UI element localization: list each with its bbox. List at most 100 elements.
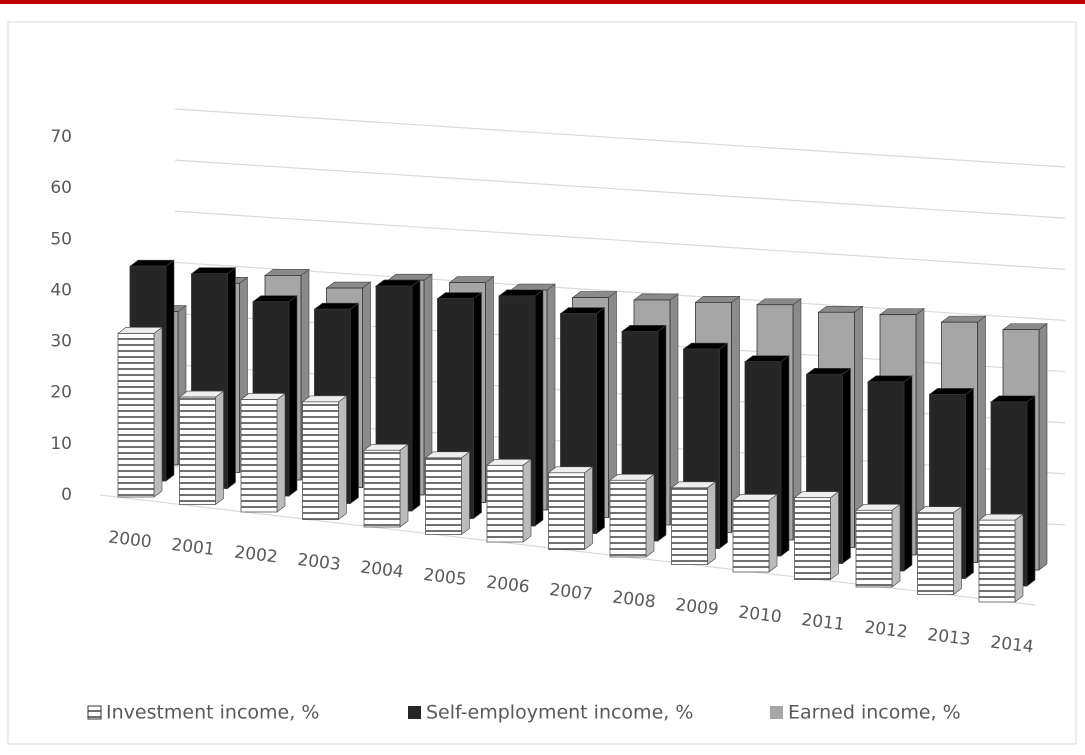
- bar-side: [707, 481, 716, 566]
- bar-top: [129, 259, 175, 267]
- legend-swatch: [408, 706, 421, 719]
- legend-swatch: [770, 706, 783, 719]
- bar-top: [940, 315, 987, 323]
- bar: [240, 399, 278, 513]
- bar-top: [264, 269, 310, 276]
- bar-top: [510, 283, 556, 291]
- bar-side: [903, 375, 913, 572]
- bar-top: [240, 393, 286, 400]
- bar-top: [633, 293, 679, 301]
- bar: [302, 401, 339, 520]
- y-tick-label: 70: [50, 127, 72, 147]
- x-tick-label: 2014: [989, 632, 1034, 657]
- bar-top: [448, 276, 495, 283]
- bar: [671, 487, 708, 565]
- y-tick-label: 60: [50, 178, 72, 198]
- x-tick-label: 2001: [170, 535, 215, 560]
- bar: [794, 497, 831, 580]
- bar-top: [609, 473, 655, 481]
- bar-side: [215, 390, 224, 506]
- bar-side: [645, 473, 655, 558]
- y-tick-label: 50: [50, 229, 72, 249]
- bar-top: [363, 443, 409, 451]
- x-tick-label: 2010: [737, 602, 782, 627]
- bar: [917, 512, 954, 595]
- bar-top: [805, 367, 852, 375]
- bar: [117, 332, 155, 498]
- y-tick-label: 30: [50, 332, 72, 352]
- x-tick-label: 2011: [800, 610, 845, 635]
- bar-top: [486, 458, 532, 466]
- bar: [978, 519, 1016, 603]
- bar-top: [879, 308, 925, 315]
- x-tick-label: 2007: [548, 580, 593, 605]
- bar-top: [867, 375, 913, 383]
- bar-side: [534, 289, 544, 527]
- bar-side: [1014, 513, 1024, 603]
- bar-side: [768, 493, 778, 573]
- x-tick-label: 2013: [926, 625, 971, 650]
- x-tick-label: 2003: [296, 550, 341, 575]
- legend-label: Earned income, %: [788, 702, 961, 724]
- bar-side: [584, 466, 593, 551]
- legend-label: Self-employment income, %: [426, 702, 693, 724]
- bar-top: [117, 327, 163, 334]
- bar-side: [953, 506, 962, 596]
- bar-side: [411, 279, 421, 512]
- bar-top: [732, 494, 778, 501]
- bar-top: [571, 291, 618, 298]
- bar-top: [990, 395, 1036, 403]
- bar-side: [461, 451, 470, 536]
- bar-top: [682, 342, 729, 350]
- bar-top: [793, 491, 840, 498]
- bar-side: [596, 306, 605, 535]
- x-tick-label: 2002: [233, 542, 278, 567]
- bar-side: [830, 491, 839, 581]
- bar-side: [227, 267, 236, 490]
- bar-top: [670, 481, 717, 489]
- bar-top: [498, 289, 544, 297]
- legend-swatch: [87, 705, 102, 720]
- bar-side: [1038, 323, 1048, 571]
- bar-top: [694, 296, 741, 303]
- bar-top: [744, 355, 790, 362]
- grid-line: [174, 210, 1066, 270]
- bar: [363, 449, 401, 528]
- grid-line: [174, 159, 1066, 219]
- y-tick-label: 20: [50, 383, 72, 403]
- y-tick-label: 0: [61, 485, 72, 505]
- bar: [609, 479, 647, 558]
- bar-top: [547, 466, 594, 474]
- bar-top: [424, 451, 471, 459]
- bar-top: [1002, 323, 1048, 330]
- bar-top: [387, 273, 433, 281]
- bar-side: [153, 326, 163, 498]
- bar-side: [399, 443, 409, 528]
- bar-top: [978, 513, 1024, 521]
- bar-top: [756, 298, 802, 306]
- bar-top: [252, 295, 298, 302]
- bar-side: [842, 367, 851, 565]
- bar: [732, 499, 770, 573]
- bar-top: [325, 281, 372, 289]
- bar-side: [891, 503, 901, 588]
- bar-top: [436, 292, 483, 299]
- bar-side: [165, 259, 175, 482]
- bar-top: [178, 390, 225, 398]
- bar-top: [817, 305, 864, 313]
- x-tick-label: 2009: [674, 595, 719, 620]
- bar-top: [190, 267, 237, 275]
- bar-side: [1026, 395, 1036, 587]
- bar: [179, 396, 216, 505]
- bar-top: [375, 279, 421, 287]
- legend-label: Investment income, %: [106, 702, 319, 724]
- bar-side: [350, 302, 359, 505]
- x-tick-label: 2012: [863, 617, 908, 642]
- bar-side: [338, 395, 347, 521]
- bar-side: [276, 392, 286, 513]
- bar-side: [965, 387, 974, 580]
- bar: [855, 509, 893, 588]
- bar-side: [473, 291, 482, 520]
